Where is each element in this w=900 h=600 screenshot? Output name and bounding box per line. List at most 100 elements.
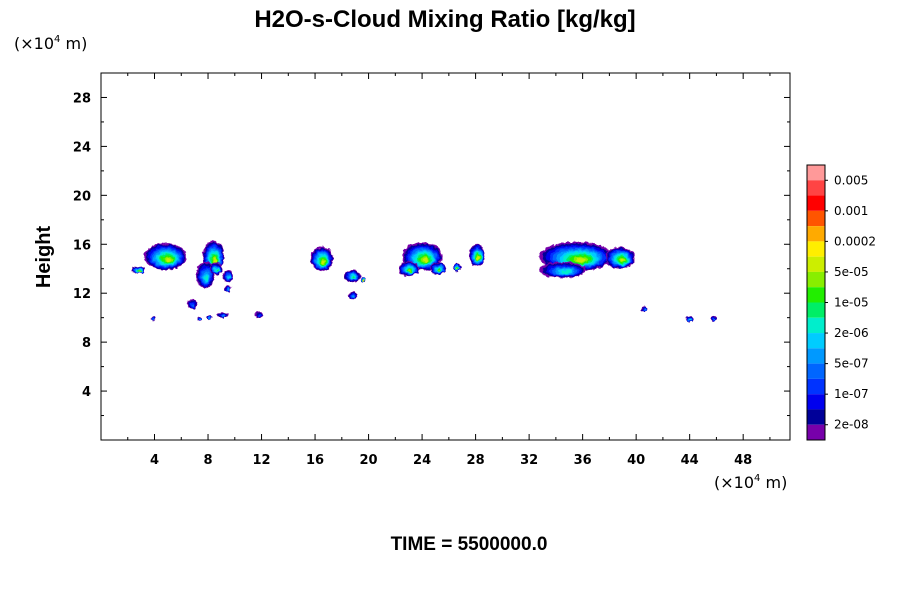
contour-band <box>227 288 230 291</box>
x-tick-label: 12 <box>252 453 270 468</box>
cloud-region <box>430 262 447 275</box>
contour-band <box>215 269 219 272</box>
colorbar-swatch <box>807 348 825 364</box>
colorbar-swatch <box>807 363 825 379</box>
contour-band <box>258 314 261 318</box>
y-tick-label: 8 <box>82 336 91 351</box>
x-tick-label: 16 <box>306 453 324 468</box>
contour-band <box>199 318 201 321</box>
contour-band <box>422 258 428 262</box>
cloud-region <box>186 299 198 310</box>
colorbar-label: 5e-05 <box>834 265 869 279</box>
colorbar-swatch <box>807 180 825 196</box>
y-axis-unit: (×104 m) <box>14 34 87 53</box>
contour-band <box>352 295 355 298</box>
colorbar-label: 5e-07 <box>834 357 869 371</box>
cloud-region <box>222 269 234 283</box>
y-axis: 4 8 12 16 20 24 28 <box>73 91 790 417</box>
y-tick-label: 12 <box>73 287 91 302</box>
y-tick-label: 4 <box>82 385 91 400</box>
colorbar-label: 2e-08 <box>834 418 869 432</box>
y-tick-label: 16 <box>73 238 91 253</box>
x-axis: 4 8 12 16 20 24 28 32 36 40 44 48 <box>127 73 771 468</box>
cloud-region <box>398 261 419 277</box>
y-tick-label: 28 <box>73 91 91 106</box>
colorbar-legend: 0.005 0.001 0.0002 5e-05 1e-05 2e-06 5e-07 1e-0… <box>806 164 876 441</box>
colorbar-swatch <box>807 256 825 272</box>
chart-title: H2O-s-Cloud Mixing Ratio [kg/kg] <box>254 6 635 33</box>
contour-band <box>477 256 480 260</box>
cloud-region <box>468 244 485 267</box>
contour-band <box>438 269 441 272</box>
x-tick-label: 28 <box>467 453 485 468</box>
cloud-region <box>151 316 156 322</box>
contour-band <box>138 270 141 272</box>
cloud-region <box>254 311 263 319</box>
cloud-region <box>310 246 334 272</box>
cloud-region <box>539 262 586 278</box>
cloud-region <box>224 284 232 292</box>
contour-band <box>362 279 365 281</box>
x-tick-label: 36 <box>574 453 592 468</box>
contour-band <box>561 270 571 274</box>
y-tick-label: 24 <box>73 140 91 155</box>
x-tick-label: 8 <box>204 453 213 468</box>
colorbar-swatch <box>807 165 825 181</box>
colorbar-label: 1e-07 <box>834 387 869 401</box>
y-axis-label: Height <box>33 226 55 289</box>
cloud-region <box>347 291 358 300</box>
colorbar-label: 0.001 <box>834 204 868 218</box>
cloud-region <box>605 246 635 269</box>
contour-band <box>209 317 211 319</box>
colorbar-label: 2e-06 <box>834 326 869 340</box>
contour-band <box>205 275 209 281</box>
cloud-region <box>217 312 229 319</box>
cloud-region <box>452 263 461 272</box>
colorbar-swatch <box>807 287 825 303</box>
contour-band <box>322 260 325 264</box>
colorbar-swatch <box>807 210 825 227</box>
contour-band <box>643 309 646 311</box>
contour-band <box>227 276 231 279</box>
contour-band <box>576 258 587 263</box>
colorbar-swatch <box>807 226 825 242</box>
colorbar-swatch <box>807 195 825 211</box>
colorbar-swatch <box>807 302 825 318</box>
x-tick-label: 48 <box>734 453 752 468</box>
x-axis-unit: (×104 m) <box>714 473 787 492</box>
contour-band <box>222 315 225 317</box>
x-tick-label: 32 <box>520 453 538 468</box>
cloud-region <box>361 277 366 282</box>
cloud-contours <box>131 240 717 322</box>
colorbar-swatch <box>807 333 825 349</box>
cloud-region <box>195 261 215 289</box>
x-tick-label: 40 <box>627 453 645 468</box>
x-tick-label: 24 <box>413 453 431 468</box>
contour-band <box>152 318 155 321</box>
cloud-region <box>197 316 203 322</box>
contour-band <box>165 258 172 262</box>
cloud-region <box>711 315 717 322</box>
cloud-region <box>131 266 146 274</box>
cloud-region <box>209 262 223 275</box>
cloud-region <box>207 315 212 321</box>
contour-band <box>408 269 412 272</box>
cloud-region <box>641 306 647 312</box>
colorbar-label: 1e-05 <box>834 296 869 310</box>
contour-band <box>620 259 625 262</box>
colorbar-swatch <box>807 424 825 440</box>
colorbar-swatch <box>807 317 825 334</box>
colorbar-swatch <box>807 271 825 288</box>
contour-band <box>191 304 195 307</box>
x-tick-label: 44 <box>681 453 699 468</box>
colorbar-swatch <box>807 409 825 425</box>
contour-band <box>713 318 715 321</box>
y-tick-label: 20 <box>73 189 91 204</box>
colorbar-swatch <box>807 378 825 395</box>
colorbar-label: 0.005 <box>834 173 868 187</box>
time-label: TIME = 5500000.0 <box>391 534 548 555</box>
contour-band <box>352 276 356 279</box>
x-tick-label: 20 <box>360 453 378 468</box>
contour-band <box>689 319 692 321</box>
